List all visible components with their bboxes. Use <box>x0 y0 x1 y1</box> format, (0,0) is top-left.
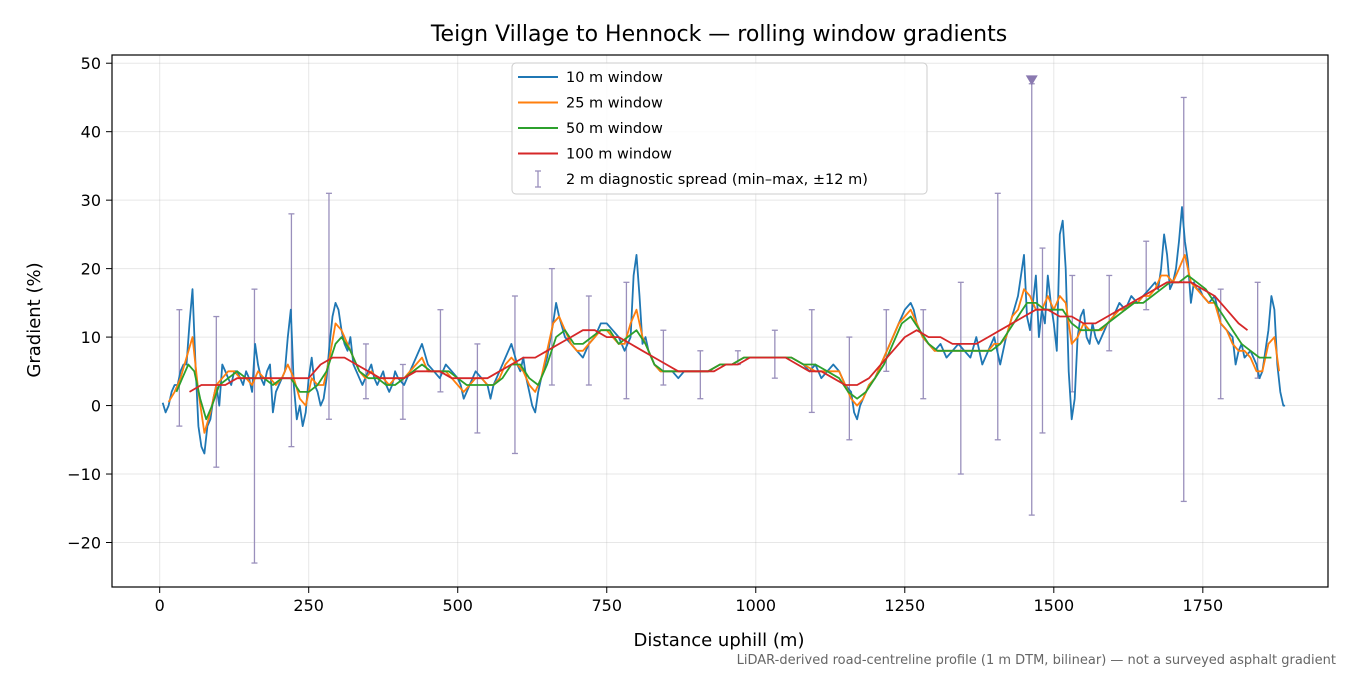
diagnostic-bar <box>994 192 1001 441</box>
diagnostic-bar <box>325 192 332 420</box>
x-tick-label: 1250 <box>884 596 925 615</box>
diagnostic-bar <box>176 309 183 427</box>
diagnostic-bar <box>1217 288 1224 400</box>
legend-swatch <box>535 170 541 188</box>
plot-area <box>161 75 1286 564</box>
legend-label: 100 m window <box>566 147 672 163</box>
y-tick-label: 50 <box>81 54 101 73</box>
diagnostic-bar <box>251 288 258 564</box>
x-tick-label: 1750 <box>1182 596 1223 615</box>
x-tick-label: 0 <box>155 596 165 615</box>
clipped-spread-marker <box>1025 75 1038 86</box>
x-tick-label: 1000 <box>735 596 776 615</box>
diagnostic-bar <box>957 281 964 475</box>
y-axis-label: Gradient (%) <box>24 262 45 377</box>
diagnostic-bar <box>474 343 481 434</box>
diagnostic-bar <box>362 343 369 400</box>
diagnostic-bar <box>585 295 592 386</box>
series-line-1 <box>161 206 1286 455</box>
series-line-3 <box>175 274 1272 421</box>
diagnostic-bar <box>1143 240 1150 311</box>
y-tick-label: 30 <box>81 191 101 210</box>
legend-label: 25 m window <box>566 96 663 112</box>
diagnostic-bar <box>920 309 927 400</box>
diagnostic-bar <box>1039 247 1046 434</box>
y-tick-label: 10 <box>81 328 101 347</box>
diagnostic-bar <box>660 329 667 386</box>
legend-label: 50 m window <box>566 121 663 137</box>
legend-entry: 2 m diagnostic spread (min–max, ±12 m) <box>535 170 868 188</box>
diagnostic-bar <box>808 309 815 414</box>
series-line-4 <box>189 281 1249 393</box>
x-tick-label: 1500 <box>1033 596 1074 615</box>
diagnostic-bar <box>1106 274 1113 352</box>
plot-frame <box>111 54 1329 588</box>
diagnostic-bar <box>399 363 406 420</box>
x-tick-label: 250 <box>293 596 324 615</box>
legend-label: 2 m diagnostic spread (min–max, ±12 m) <box>566 172 868 188</box>
legend-entry: 25 m window <box>518 96 663 112</box>
x-axis-label: Distance uphill (m) <box>634 630 805 651</box>
legend-entry: 50 m window <box>518 121 663 137</box>
diagnostic-bar <box>846 336 853 441</box>
legend: 10 m window 25 m window 50 m window 100 m w… <box>511 62 928 195</box>
y-tick-label: 40 <box>81 123 101 142</box>
x-tick-label: 500 <box>442 596 473 615</box>
legend-entry: 100 m window <box>518 147 672 163</box>
footnote: LiDAR-derived road-centreline profile (1… <box>736 653 1336 668</box>
chart-title: Teign Village to Hennock — rolling windo… <box>430 22 1007 47</box>
legend-box <box>511 62 928 195</box>
legend-entry: 10 m window <box>518 70 663 86</box>
legend-label: 10 m window <box>566 70 663 86</box>
x-tick-label: 750 <box>591 596 622 615</box>
diagnostic-bar <box>437 309 444 393</box>
y-tick-label: −20 <box>67 533 101 552</box>
y-tick-label: 20 <box>81 260 101 279</box>
diagnostic-bar <box>1180 96 1187 503</box>
axes: 0 250 500 750 1000 1250 1500 1750 −20 −10 0 10 20 30 4… <box>67 54 1329 615</box>
diagnostic-bar <box>697 350 704 400</box>
diagnostic-bars <box>176 83 1261 564</box>
y-tick-label: 0 <box>91 397 101 416</box>
y-tick-label: −10 <box>67 465 101 484</box>
diagnostic-bar <box>511 295 518 455</box>
diagnostic-bar <box>771 329 778 379</box>
